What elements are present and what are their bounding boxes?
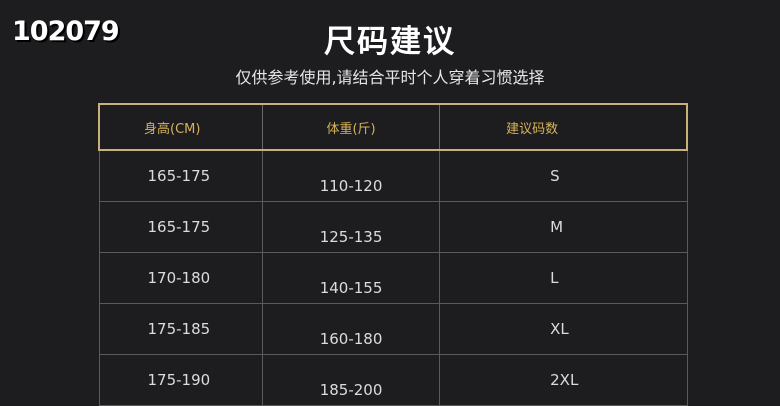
height-cell: 170-180 xyxy=(98,252,263,304)
header-size: 建议码数 xyxy=(439,103,689,151)
header-weight: 体重(斤) xyxy=(261,103,441,151)
weight-cell: 110-120 xyxy=(261,149,441,202)
size-chart-table: 身高(CM) 体重(斤) 建议码数 165-175 110-120 S 165-175… xyxy=(98,103,689,406)
table-row: 165-175 125-135 M xyxy=(98,201,688,253)
height-cell: 175-190 xyxy=(98,354,263,406)
table-row: 165-175 110-120 S xyxy=(98,149,688,202)
watermark: 102079 xyxy=(12,16,120,47)
size-cell: XL xyxy=(439,303,688,355)
weight-cell: 125-135 xyxy=(261,201,441,253)
subtitle: 仅供参考使用,请结合平时个人穿着习惯选择 xyxy=(235,68,545,87)
table-header-row: 身高(CM) 体重(斤) 建议码数 xyxy=(98,103,689,151)
page-title: 尺码建议 xyxy=(324,24,456,60)
height-cell: 165-175 xyxy=(98,149,263,202)
size-cell: M xyxy=(439,201,688,253)
weight-cell: 185-200 xyxy=(261,354,441,406)
size-cell: L xyxy=(439,252,688,304)
height-cell: 175-185 xyxy=(98,303,263,355)
size-cell: 2XL xyxy=(439,354,688,406)
height-cell: 165-175 xyxy=(98,201,263,253)
table-row: 170-180 140-155 L xyxy=(98,252,688,304)
size-cell: S xyxy=(439,149,688,202)
table-row: 175-185 160-180 XL xyxy=(98,303,688,355)
table-row: 175-190 185-200 2XL xyxy=(98,354,688,406)
weight-cell: 140-155 xyxy=(261,252,441,304)
header-height: 身高(CM) xyxy=(98,103,263,151)
weight-cell: 160-180 xyxy=(261,303,441,355)
